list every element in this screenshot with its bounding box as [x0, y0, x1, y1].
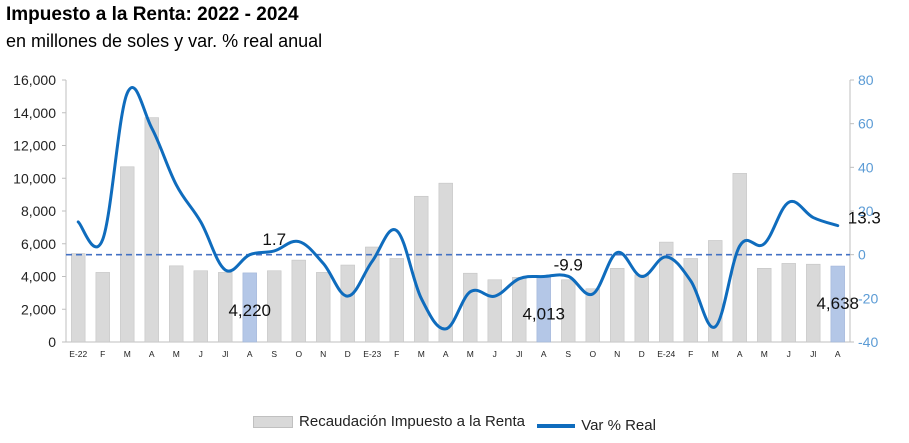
y-right-tick-label: 40 — [858, 159, 874, 175]
x-tick-label: E-22 — [69, 349, 87, 359]
bar — [561, 279, 576, 343]
x-tick-label: E-24 — [657, 349, 675, 359]
x-tick-label: M — [712, 349, 719, 359]
bar — [316, 272, 331, 343]
bar — [389, 258, 404, 343]
bar — [242, 272, 257, 343]
legend-item-bars: Recaudación Impuesto a la Renta — [253, 413, 525, 430]
legend-bar-label: Recaudación Impuesto a la Renta — [299, 413, 526, 430]
y-right-tick-label: -20 — [858, 290, 878, 306]
bar — [267, 270, 282, 343]
y-right-tick-label: 80 — [858, 72, 874, 88]
bar — [71, 253, 86, 343]
y-left-tick-label: 6,000 — [21, 236, 56, 252]
bar — [365, 246, 380, 343]
bar — [218, 272, 233, 343]
x-tick-label: A — [835, 349, 841, 359]
x-tick-label: M — [173, 349, 180, 359]
y-left-tick-label: 0 — [48, 334, 56, 350]
data-label: 4,220 — [228, 301, 271, 320]
y-right-tick-label: 20 — [858, 203, 874, 219]
x-tick-label: M — [418, 349, 425, 359]
bar — [291, 259, 306, 343]
data-label: 4,013 — [522, 304, 565, 323]
bar — [487, 279, 502, 343]
x-tick-label: N — [320, 349, 326, 359]
data-label: 13.3 — [848, 209, 881, 228]
bar — [414, 195, 429, 343]
x-tick-label: O — [589, 349, 596, 359]
data-label: 4,638 — [816, 294, 859, 313]
legend-line-swatch — [537, 423, 576, 428]
chart-canvas: 0 2,000 4,000 6,000 8,000 10,000 12,000 14,000 1… — [13, 72, 881, 359]
bar — [95, 272, 110, 343]
x-tick-label: J — [493, 349, 497, 359]
y-right-tick-label: -40 — [858, 334, 878, 350]
bar — [610, 268, 625, 343]
x-tick-label: Jl — [222, 349, 228, 359]
x-tick-label: M — [124, 349, 131, 359]
x-tick-label: M — [761, 349, 768, 359]
x-tick-label: D — [639, 349, 645, 359]
bar — [781, 263, 796, 343]
x-tick-label: O — [295, 349, 302, 359]
y-left-tick-label: 10,000 — [13, 170, 56, 186]
var-real-line — [76, 86, 840, 331]
y-right-tick-label: 60 — [858, 116, 874, 132]
x-tick-label: Jl — [810, 349, 816, 359]
x-tick-label: F — [394, 349, 399, 359]
y-left-tick-label: 16,000 — [13, 72, 56, 88]
y-left-tick-label: 4,000 — [21, 269, 56, 285]
legend-item-line: Var % Real — [537, 417, 656, 434]
bar — [708, 240, 723, 343]
x-tick-label: F — [100, 349, 105, 359]
x-tick-label: F — [688, 349, 693, 359]
bar — [463, 272, 478, 343]
x-tick-label: A — [149, 349, 155, 359]
bar — [732, 173, 747, 343]
bar — [806, 263, 821, 343]
chart-subtitle: en millones de soles y var. % real anual — [6, 31, 323, 51]
bar — [659, 241, 674, 343]
data-label: 1.7 — [262, 230, 286, 249]
legend-line-label: Var % Real — [581, 417, 656, 434]
bar — [340, 264, 355, 343]
bar — [757, 268, 772, 343]
x-tick-label: S — [565, 349, 571, 359]
x-tick-label: S — [271, 349, 277, 359]
legend: Recaudación Impuesto a la Renta Var % Re… — [0, 413, 909, 434]
y-left-tick-label: 14,000 — [13, 105, 56, 121]
x-tick-label: N — [614, 349, 620, 359]
bar — [144, 117, 159, 343]
y-right-tick-label: 0 — [858, 247, 866, 263]
bar — [830, 265, 845, 343]
x-tick-label: J — [199, 349, 203, 359]
x-tick-label: A — [737, 349, 743, 359]
x-tick-label: Jl — [516, 349, 522, 359]
y-left-tick-label: 2,000 — [21, 301, 56, 317]
chart-title: Impuesto a la Renta: 2022 - 2024 — [6, 4, 299, 25]
bar — [438, 182, 453, 343]
x-tick-label: E-23 — [363, 349, 381, 359]
x-tick-label: M — [467, 349, 474, 359]
x-tick-label: A — [443, 349, 449, 359]
legend-bar-swatch — [253, 415, 294, 428]
y-left-tick-label: 12,000 — [13, 138, 56, 154]
x-tick-label: A — [247, 349, 253, 359]
y-left-tick-label: 8,000 — [21, 203, 56, 219]
bar — [585, 288, 600, 343]
x-tick-label: A — [541, 349, 547, 359]
bar — [193, 270, 208, 343]
data-label: -9.9 — [554, 255, 583, 274]
bar — [683, 258, 698, 343]
bar — [169, 265, 184, 343]
bar — [634, 274, 649, 343]
x-tick-label: D — [345, 349, 351, 359]
x-tick-label: J — [787, 349, 791, 359]
